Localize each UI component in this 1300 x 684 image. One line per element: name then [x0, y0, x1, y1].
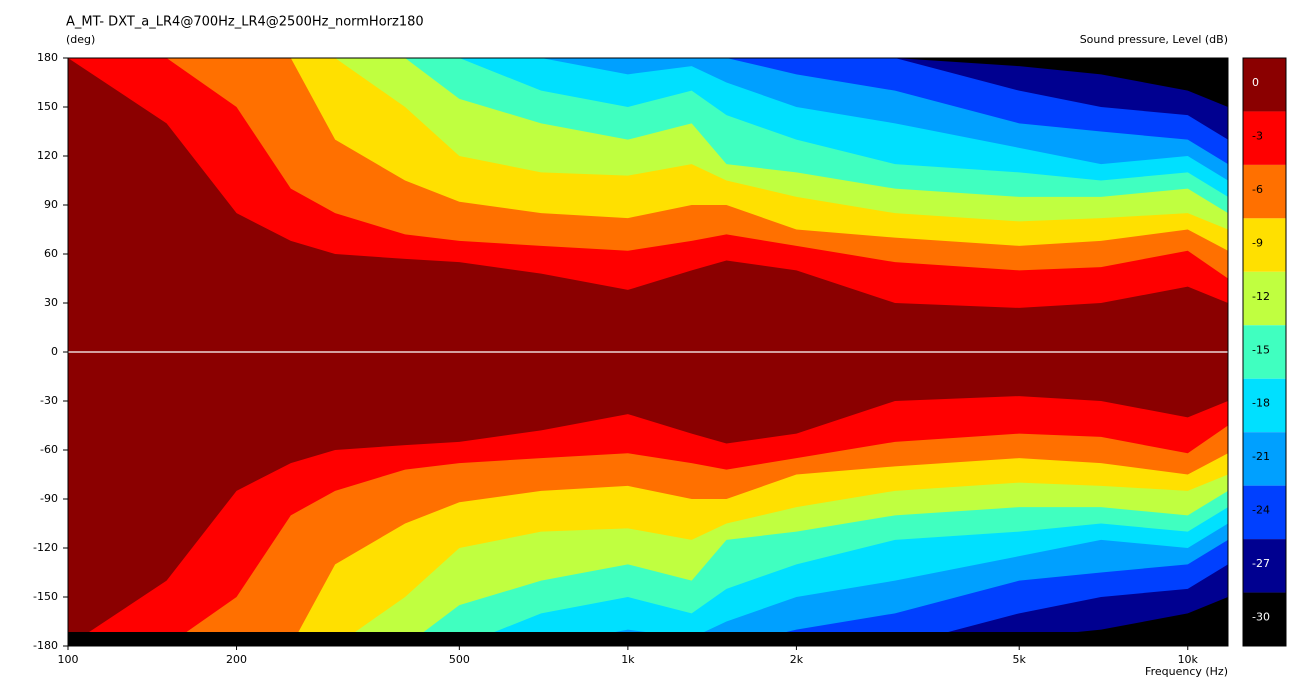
colorbar-label: -12 [1252, 290, 1270, 303]
y-tick-label: 60 [44, 247, 58, 260]
colorbar-swatch [1243, 271, 1286, 326]
y-tick-label: 180 [37, 51, 58, 64]
plot-area [68, 58, 1228, 646]
no-data-strip [68, 632, 1228, 646]
y-tick-label: -180 [33, 639, 58, 652]
colorbar-swatch [1243, 164, 1286, 219]
colorbar-label: 0 [1252, 76, 1259, 89]
colorbar-swatch [1243, 111, 1286, 165]
x-tick-label: 2k [790, 653, 804, 666]
y-tick-label: -150 [33, 590, 58, 603]
plot-frame [67, 57, 1229, 647]
colorbar-swatch [1243, 378, 1286, 433]
x-tick-label: 10k [1178, 653, 1199, 666]
chart-title: A_MT- DXT_a_LR4@700Hz_LR4@2500Hz_normHor… [66, 15, 424, 30]
colorbar-swatch [1243, 592, 1286, 646]
colorbar-label: -9 [1252, 236, 1263, 249]
colorbar-swatch [1243, 539, 1286, 593]
x-axis-label: Frequency (Hz) [1145, 665, 1228, 678]
colorbar-swatch [1243, 218, 1286, 272]
colorbar-label: -21 [1252, 450, 1270, 463]
y-axis-label: (deg) [66, 33, 95, 46]
colorbar-swatch [1243, 325, 1286, 379]
y-tick-label: 0 [51, 345, 58, 358]
colorbar-label: -27 [1252, 557, 1270, 570]
y-tick-label: 120 [37, 149, 58, 162]
contour-band [68, 58, 1228, 165]
colorbar-label: -18 [1252, 397, 1270, 410]
colorbar-frame [1242, 57, 1287, 647]
colorbar-swatch [1243, 485, 1286, 540]
contour-band [68, 539, 1228, 646]
colorbar-label: -6 [1252, 183, 1263, 196]
y-tick-label: -90 [40, 492, 58, 505]
colorbar-label: -30 [1252, 611, 1270, 624]
colorbar-swatch [1243, 432, 1286, 486]
y-tick-label: -30 [40, 394, 58, 407]
colorbar-label: -24 [1252, 504, 1270, 517]
contour-band [68, 58, 1228, 107]
x-tick-label: 500 [449, 653, 470, 666]
x-tick-label: 200 [226, 653, 247, 666]
y-tick-label: 150 [37, 100, 58, 113]
colorbar-title: Sound pressure, Level (dB) [1080, 33, 1228, 46]
colorbar-swatch [1243, 58, 1286, 112]
x-tick-label: 1k [621, 653, 635, 666]
y-tick-label: 30 [44, 296, 58, 309]
x-tick-label: 100 [58, 653, 79, 666]
colorbar-label: -3 [1252, 129, 1263, 142]
y-tick-label: -120 [33, 541, 58, 554]
x-tick-label: 5k [1013, 653, 1027, 666]
colorbar-label: -15 [1252, 343, 1270, 356]
y-tick-label: 90 [44, 198, 58, 211]
y-tick-label: -60 [40, 443, 58, 456]
